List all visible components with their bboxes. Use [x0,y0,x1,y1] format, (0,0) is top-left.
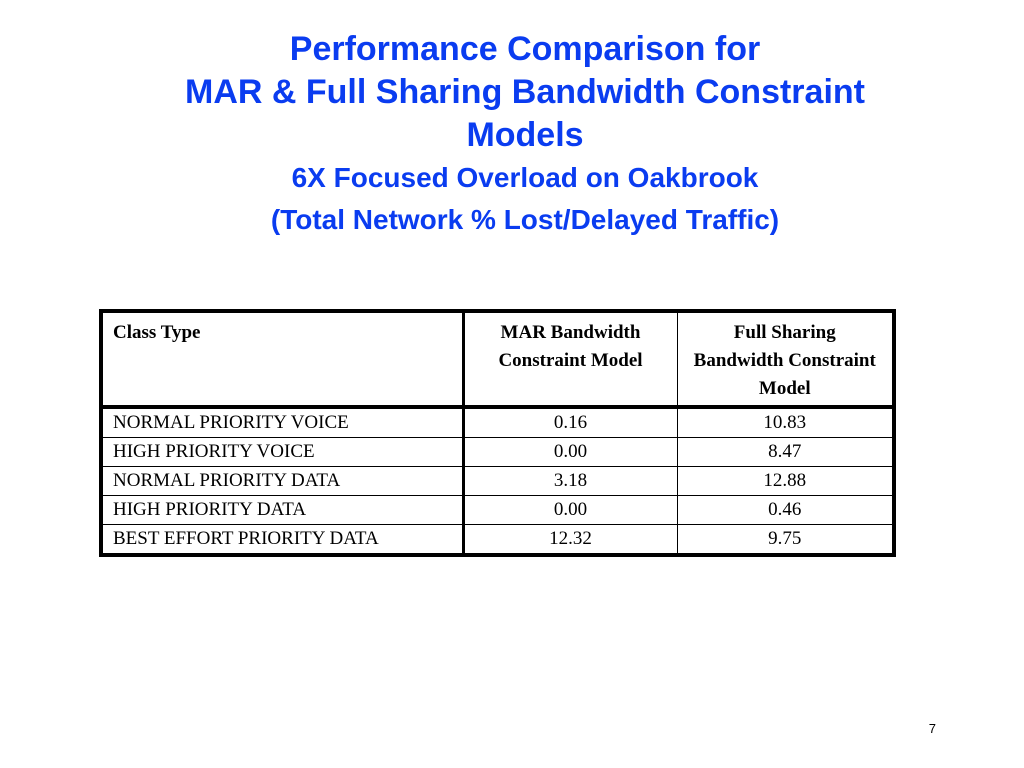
cell-full-sharing-value: 9.75 [676,524,895,556]
cell-class-type: NORMAL PRIORITY DATA [100,466,465,496]
slide-title-line-2: MAR & Full Sharing Bandwidth Constraint [185,73,865,111]
cell-full-sharing-value: 8.47 [676,437,895,467]
cell-full-sharing-value: 12.88 [676,466,895,496]
cell-class-type: NORMAL PRIORITY VOICE [100,406,465,438]
cell-full-sharing-value: 10.83 [676,406,895,438]
table-row: NORMAL PRIORITY DATA 3.18 12.88 [100,466,895,496]
slide-subtitle-line-2: (Total Network % Lost/Delayed Traffic) [270,204,780,235]
table-row: NORMAL PRIORITY VOICE 0.16 10.83 [100,406,895,438]
table-row: HIGH PRIORITY VOICE 0.00 8.47 [100,437,895,467]
slide-page-number: 7 [928,721,936,736]
comparison-table: Class Type MAR Bandwidth Constraint Mode… [99,309,896,557]
header-full-sharing-model: Full Sharing Bandwidth Constraint Model [676,310,895,409]
cell-mar-value: 12.32 [462,524,678,556]
cell-mar-value: 3.18 [462,466,678,496]
table-row: HIGH PRIORITY DATA 0.00 0.46 [100,495,895,525]
cell-mar-value: 0.00 [462,437,678,467]
header-mar-model: MAR Bandwidth Constraint Model [462,310,678,409]
cell-class-type: HIGH PRIORITY DATA [100,495,465,525]
table-header-row: Class Type MAR Bandwidth Constraint Mode… [100,310,895,409]
cell-class-type: BEST EFFORT PRIORITY DATA [100,524,465,556]
table-row: BEST EFFORT PRIORITY DATA 12.32 9.75 [100,524,895,556]
slide-subtitle-line-1: 6X Focused Overload on Oakbrook [291,162,759,193]
cell-full-sharing-value: 0.46 [676,495,895,525]
header-class-type: Class Type [100,310,465,409]
slide-title-line-1: Performance Comparison for [289,30,761,68]
cell-mar-value: 0.16 [462,406,678,438]
slide-title-block: Performance Comparison for MAR & Full Sh… [0,28,1024,241]
cell-class-type: HIGH PRIORITY VOICE [100,437,465,467]
slide-title-line-3: Models [466,116,584,154]
comparison-table-wrapper: Class Type MAR Bandwidth Constraint Mode… [99,309,896,557]
cell-mar-value: 0.00 [462,495,678,525]
